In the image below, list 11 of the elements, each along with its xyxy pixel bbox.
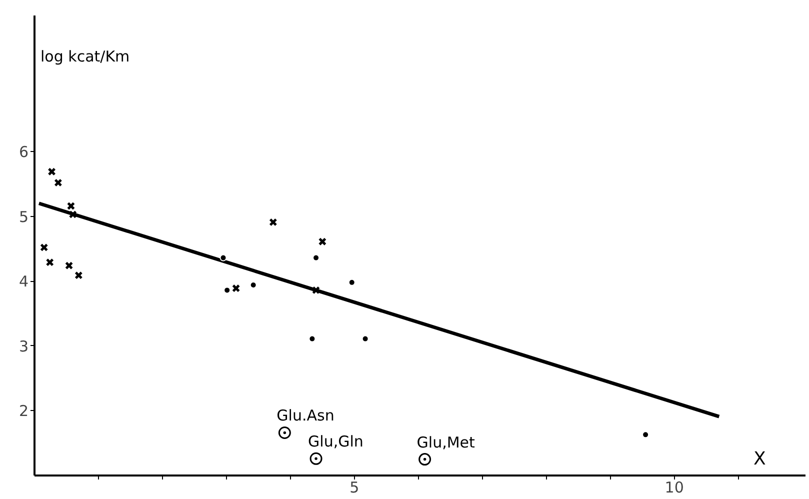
y-tick-label: 3 <box>18 337 29 356</box>
annotation: Glu,Met <box>416 433 476 452</box>
y-tick-label: 4 <box>18 272 29 291</box>
y-tick-label: 5 <box>18 208 29 226</box>
y-axis-title: log kcat/Km <box>40 48 130 66</box>
y-tick-label: 2 <box>18 402 29 420</box>
y-tick-label: 6 <box>18 143 29 162</box>
annotation: Glu.Asn <box>276 406 334 425</box>
x-axis-title: X <box>754 448 766 470</box>
x-tick-label: 10 <box>664 478 684 496</box>
annotation: Glu,Gln <box>308 432 364 451</box>
